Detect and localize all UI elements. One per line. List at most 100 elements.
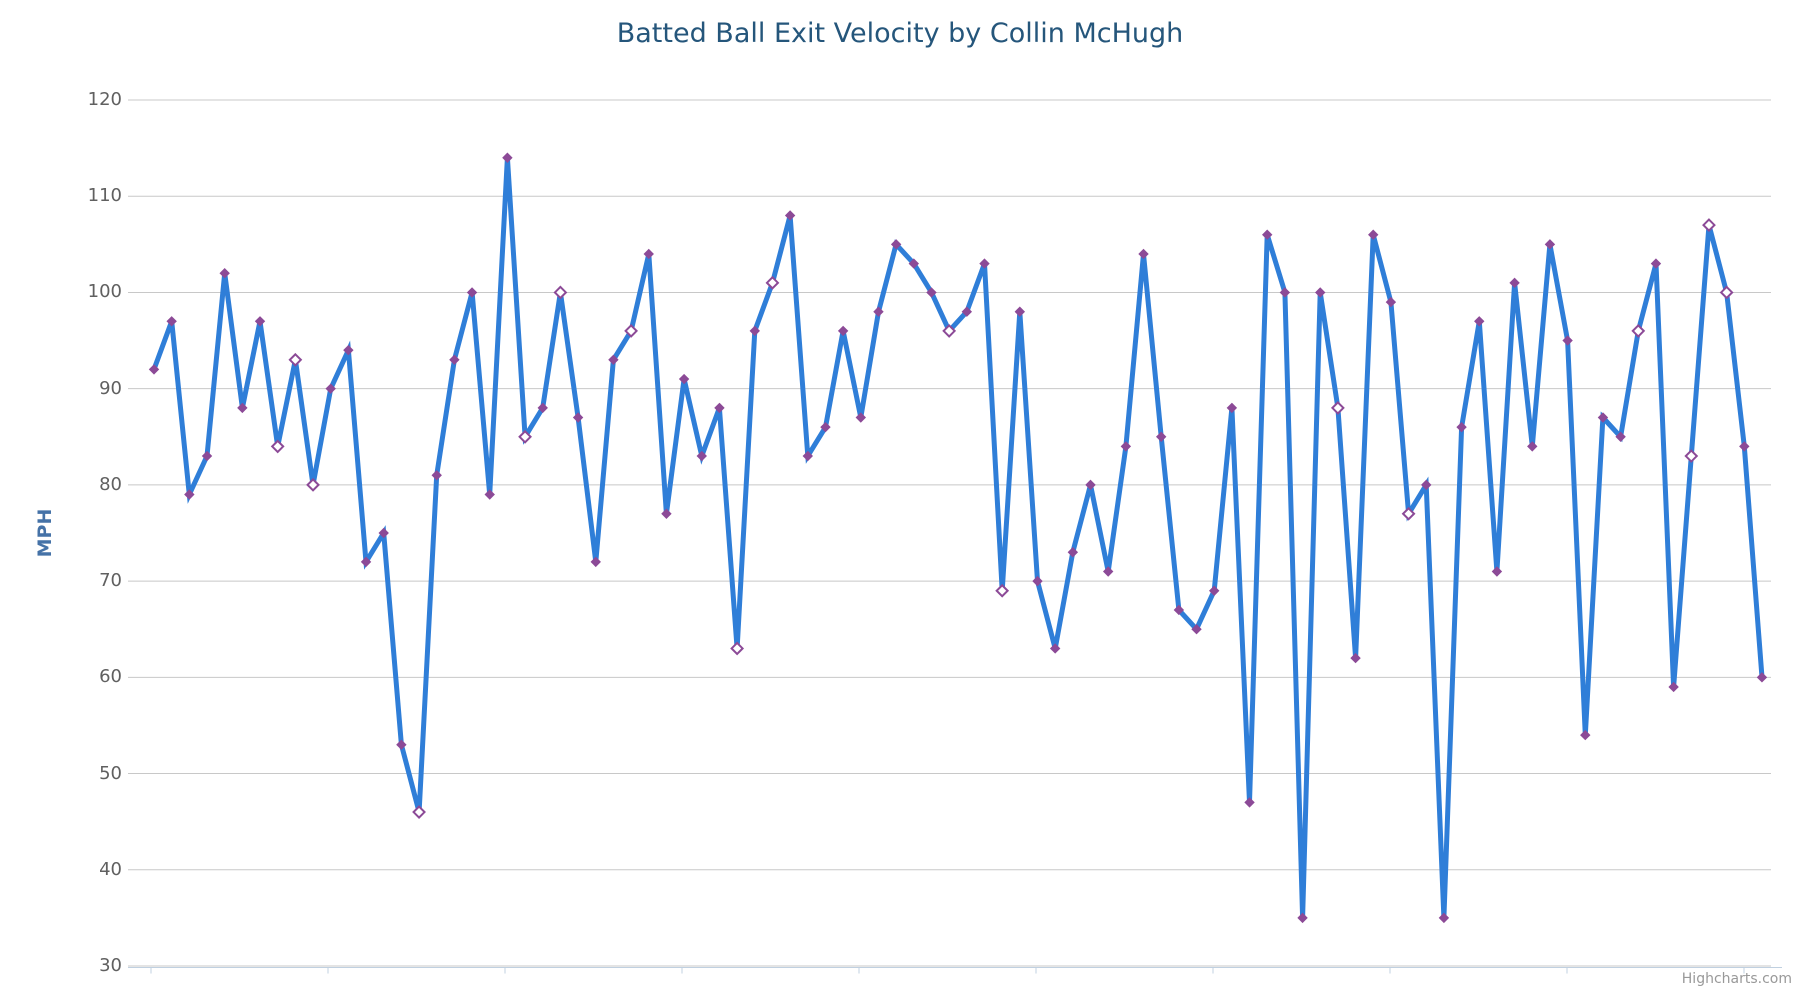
data-point-marker[interactable]	[1173, 604, 1185, 616]
data-point-marker-open[interactable]	[1401, 506, 1416, 521]
data-point-marker-open[interactable]	[995, 583, 1010, 598]
y-axis-label: 120	[87, 89, 122, 110]
data-point-marker[interactable]	[1368, 229, 1379, 240]
data-point-marker[interactable]	[1438, 912, 1450, 924]
data-point-marker[interactable]	[1244, 797, 1255, 808]
data-point-marker[interactable]	[572, 412, 584, 423]
data-point-marker[interactable]	[449, 354, 460, 366]
data-point-marker[interactable]	[890, 239, 902, 250]
highcharts-credit-link[interactable]: Highcharts.com	[1681, 971, 1792, 987]
data-point-marker[interactable]	[1049, 643, 1061, 654]
data-point-marker[interactable]	[1668, 681, 1679, 693]
data-point-marker[interactable]	[396, 739, 407, 750]
data-point-marker[interactable]	[820, 421, 831, 433]
data-point-marker[interactable]	[1102, 566, 1114, 577]
data-point-marker[interactable]	[837, 325, 849, 337]
data-point-marker-open[interactable]	[624, 324, 639, 338]
data-point-marker[interactable]	[1279, 287, 1291, 298]
data-point-marker[interactable]	[873, 306, 884, 317]
data-point-marker[interactable]	[1014, 306, 1026, 317]
data-point-marker[interactable]	[590, 556, 601, 568]
data-point-marker[interactable]	[1350, 652, 1361, 664]
data-point-marker[interactable]	[1385, 296, 1397, 308]
data-point-marker[interactable]	[484, 489, 495, 500]
data-point-marker[interactable]	[1491, 566, 1503, 577]
data-point-marker-open[interactable]	[1684, 449, 1699, 463]
data-point-marker-open[interactable]	[306, 477, 320, 492]
data-point-marker[interactable]	[608, 354, 619, 366]
data-point-marker[interactable]	[1208, 585, 1220, 596]
data-point-marker[interactable]	[979, 258, 990, 269]
data-point-marker[interactable]	[1756, 672, 1768, 683]
y-axis-label: 90	[99, 377, 122, 399]
data-point-marker[interactable]	[378, 527, 389, 539]
data-point-marker-open[interactable]	[412, 805, 426, 819]
data-point-marker[interactable]	[1297, 912, 1308, 924]
data-point-marker[interactable]	[219, 267, 230, 279]
data-point-marker-open[interactable]	[553, 285, 568, 300]
data-point-marker[interactable]	[1650, 258, 1662, 269]
y-axis-label: 30	[99, 955, 122, 976]
data-point-marker-open[interactable]	[1719, 285, 1734, 300]
data-point-marker[interactable]	[1191, 624, 1202, 635]
data-point-marker[interactable]	[537, 402, 548, 414]
data-point-marker[interactable]	[908, 258, 920, 269]
data-point-marker[interactable]	[1120, 441, 1132, 452]
data-point-marker[interactable]	[749, 325, 760, 337]
data-point-marker[interactable]	[325, 383, 336, 394]
data-point-marker[interactable]	[961, 306, 973, 317]
data-point-marker[interactable]	[643, 248, 654, 260]
data-point-marker[interactable]	[1421, 479, 1432, 491]
data-point-marker[interactable]	[1580, 729, 1591, 741]
data-point-marker[interactable]	[431, 470, 442, 481]
data-point-marker[interactable]	[926, 287, 937, 298]
data-point-marker-open[interactable]	[942, 324, 957, 338]
data-point-marker[interactable]	[802, 450, 813, 462]
data-point-marker[interactable]	[360, 556, 372, 568]
data-point-marker[interactable]	[1615, 431, 1626, 442]
data-point-marker[interactable]	[184, 489, 195, 500]
data-point-marker-open[interactable]	[518, 429, 532, 444]
data-point-marker[interactable]	[1315, 287, 1326, 298]
data-point-marker[interactable]	[237, 402, 248, 414]
data-point-marker-open[interactable]	[1330, 400, 1345, 415]
data-point-marker[interactable]	[1032, 575, 1043, 587]
data-point-marker[interactable]	[201, 450, 213, 462]
data-point-marker[interactable]	[1085, 479, 1096, 491]
data-point-marker-open[interactable]	[1631, 324, 1646, 338]
data-point-marker[interactable]	[678, 373, 690, 385]
data-point-marker[interactable]	[1562, 335, 1573, 346]
data-point-marker[interactable]	[714, 402, 725, 414]
data-point-marker[interactable]	[1067, 547, 1079, 558]
data-point-marker[interactable]	[1544, 239, 1556, 250]
data-point-marker-open[interactable]	[730, 641, 745, 656]
data-point-marker-open[interactable]	[1702, 218, 1716, 233]
data-point-marker[interactable]	[1527, 441, 1538, 452]
data-point-marker[interactable]	[343, 344, 354, 356]
data-point-marker[interactable]	[1456, 421, 1467, 433]
data-point-marker-open[interactable]	[270, 439, 285, 454]
data-point-marker[interactable]	[502, 152, 513, 163]
data-point-marker[interactable]	[1509, 277, 1520, 289]
data-point-marker[interactable]	[1226, 402, 1238, 414]
data-point-marker[interactable]	[166, 316, 177, 327]
data-point-marker[interactable]	[1262, 229, 1273, 240]
data-point-marker[interactable]	[1138, 248, 1149, 260]
data-point-marker[interactable]	[1474, 316, 1485, 327]
data-point-marker-open[interactable]	[288, 352, 303, 367]
data-point-marker[interactable]	[1597, 412, 1609, 423]
chart-title: Batted Ball Exit Velocity by Collin McHu…	[616, 18, 1184, 49]
data-point-marker[interactable]	[855, 412, 867, 423]
data-point-marker-open[interactable]	[765, 275, 780, 290]
data-point-marker[interactable]	[1739, 441, 1750, 452]
data-point-marker[interactable]	[466, 287, 478, 298]
y-axis-label: 50	[99, 762, 122, 784]
data-point-marker[interactable]	[696, 450, 707, 462]
data-point-marker[interactable]	[254, 316, 266, 327]
data-point-marker[interactable]	[1155, 431, 1167, 442]
data-point-marker[interactable]	[661, 508, 672, 519]
y-axis-label: 110	[87, 185, 122, 207]
data-point-marker[interactable]	[784, 210, 796, 221]
data-point-marker[interactable]	[148, 364, 160, 375]
